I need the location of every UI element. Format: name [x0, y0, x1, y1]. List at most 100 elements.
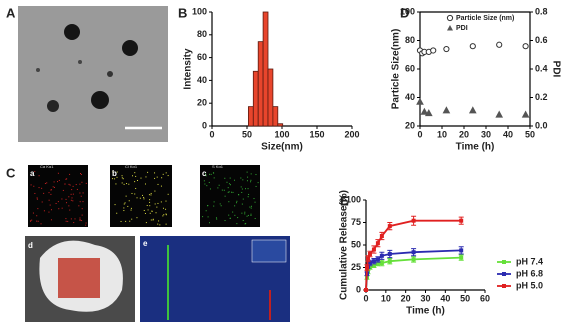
point	[442, 106, 451, 114]
point	[379, 253, 384, 258]
point	[459, 248, 464, 253]
legend-marker	[502, 284, 506, 288]
x-tick-label: 10	[381, 293, 391, 303]
point	[379, 261, 384, 265]
y-tick-label: 80	[405, 35, 415, 45]
bar	[272, 106, 279, 127]
point	[424, 109, 433, 117]
point	[375, 257, 380, 262]
x-tick-label: 40	[503, 129, 513, 139]
x-tick-label: 150	[309, 129, 324, 139]
panel-label: D	[400, 5, 409, 20]
panel-label: B	[178, 5, 187, 20]
x-tick-label: 100	[274, 129, 289, 139]
x-tick-label: 200	[344, 129, 359, 139]
point	[521, 110, 530, 118]
y-tick-label: 40	[405, 92, 415, 102]
y-tick-label: 40	[197, 75, 207, 85]
y-tick-label: 75	[351, 217, 361, 227]
bar	[277, 123, 284, 127]
legend-label: pH 6.8	[516, 268, 543, 278]
legend-label: pH 5.0	[516, 280, 543, 290]
y2-axis-label: PDI	[550, 61, 561, 78]
y-tick-label: 20	[405, 120, 415, 130]
point	[379, 234, 384, 238]
point	[411, 218, 416, 223]
y-axis-label: Particle Size(nm)	[391, 29, 402, 110]
point	[411, 257, 416, 262]
subpanel-label: e	[143, 239, 148, 248]
point	[365, 256, 370, 261]
legend-label: Particle Size (nm)	[456, 15, 514, 22]
x-tick-label: 10	[437, 129, 447, 139]
point	[371, 259, 376, 264]
bar	[267, 68, 274, 127]
panel-label: A	[6, 5, 16, 20]
point	[468, 106, 477, 114]
point	[364, 265, 369, 270]
x-tick-label: 50	[460, 293, 470, 303]
point	[420, 107, 429, 115]
caption: Cl Kα1	[125, 164, 138, 169]
y-tick-label: 100	[400, 6, 415, 16]
point	[375, 261, 380, 266]
point	[364, 288, 368, 292]
legend-marker	[502, 272, 506, 276]
y-tick-label: 25	[351, 262, 361, 272]
x-axis-label: Time (h)	[406, 306, 445, 317]
point	[495, 110, 504, 118]
x-tick-label: 30	[420, 293, 430, 303]
x-tick-label: 30	[481, 129, 491, 139]
bar	[262, 11, 269, 127]
y2-tick-label: 0.6	[535, 35, 548, 45]
legend-label: pH 7.4	[516, 256, 543, 266]
legend-label: PDI	[456, 25, 468, 32]
point	[375, 241, 380, 246]
y2-tick-label: 0.8	[535, 6, 548, 16]
point	[459, 218, 464, 223]
legend-marker	[502, 260, 506, 264]
y-tick-label: 0	[202, 120, 207, 130]
y-tick-label: 80	[197, 29, 207, 39]
y-tick-label: 60	[197, 52, 207, 62]
point	[371, 263, 376, 268]
y-tick-label: 60	[405, 63, 415, 73]
point	[387, 224, 392, 229]
point	[387, 259, 392, 264]
x-tick-label: 50	[242, 129, 252, 139]
x-tick-label: 20	[459, 129, 469, 139]
point	[443, 45, 450, 53]
y-tick-label: 100	[192, 6, 207, 16]
point	[387, 252, 392, 256]
x-tick-label: 0	[417, 129, 422, 139]
point	[496, 41, 503, 48]
x-tick-label: 0	[209, 129, 214, 139]
panel-label: C	[6, 165, 16, 180]
eds-images	[25, 165, 290, 322]
x-tick-label: 60	[480, 293, 490, 303]
x-tick-label: 50	[525, 129, 535, 139]
x-axis-label: Size(nm)	[261, 142, 303, 153]
point	[459, 255, 464, 260]
bar	[257, 41, 264, 127]
y-tick-label: 100	[346, 194, 361, 204]
y2-tick-label: 0.4	[535, 63, 548, 73]
y-tick-label: 50	[351, 239, 361, 249]
subpanel-label: b	[112, 169, 117, 178]
legend-marker	[447, 25, 453, 31]
tem-image	[18, 6, 168, 142]
point	[411, 250, 416, 255]
bar	[247, 106, 254, 127]
caption: Ca Kα1	[40, 164, 54, 169]
caption: S Kα1	[212, 164, 224, 169]
point	[416, 97, 424, 105]
point	[522, 43, 529, 50]
subpanel-label: d	[28, 241, 33, 250]
point	[367, 252, 372, 256]
point	[469, 43, 476, 50]
subpanel-label: c	[202, 169, 207, 178]
y-axis-label: Cumulative Release(%)	[339, 190, 350, 300]
x-tick-label: 0	[363, 293, 368, 303]
legend-marker	[446, 14, 454, 22]
subpanel-label: a	[30, 169, 35, 178]
